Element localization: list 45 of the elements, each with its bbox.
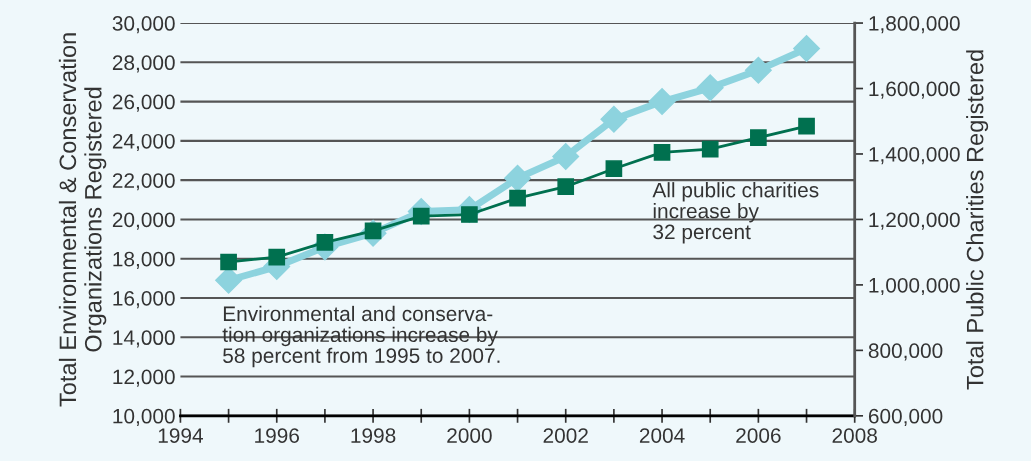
y2-tick-label: 1,800,000 xyxy=(869,16,960,34)
y-tick-label: 22,000 xyxy=(112,173,175,191)
point xyxy=(696,74,724,102)
point xyxy=(605,160,623,178)
y-tick-label: 28,000 xyxy=(112,55,175,73)
y-tick-label: 14,000 xyxy=(113,330,175,348)
point xyxy=(504,164,532,192)
y-tick-label: 26,000 xyxy=(112,94,175,112)
point xyxy=(744,56,772,84)
x-tick-label: 2008 xyxy=(832,428,877,443)
point xyxy=(750,129,767,146)
x-tick-label: 2006 xyxy=(736,428,781,443)
y2-tick-label: 600,000 xyxy=(868,408,943,427)
y-tick-label: 18,000 xyxy=(113,251,175,269)
y2-tick-label: 1,600,000 xyxy=(869,81,960,99)
y-axis-title: Total Environmental & Conservation Organizations Registered xyxy=(58,33,107,407)
point xyxy=(509,189,526,207)
y-tick-label: 30,000 xyxy=(112,16,175,34)
point xyxy=(220,253,237,271)
y-tick-label: 16,000 xyxy=(113,290,175,309)
x-tick-label: 1998 xyxy=(351,428,396,443)
y-tick-label: 20,000 xyxy=(112,212,175,230)
x-tick-label: 1994 xyxy=(158,428,203,443)
point xyxy=(557,178,575,196)
y2-tick-label: 1,200,000 xyxy=(869,212,960,230)
point xyxy=(793,35,820,63)
x-tick-label: 1996 xyxy=(255,428,300,443)
point xyxy=(701,140,719,158)
y2-tick-label: 1,400,000 xyxy=(869,146,960,165)
x-tick-label: 2000 xyxy=(447,428,492,443)
point xyxy=(798,117,815,135)
y-tick-label: 24,000 xyxy=(112,133,175,152)
y-tick-label: 12,000 xyxy=(113,369,175,387)
y2-tick-label: 1,000,000 xyxy=(869,277,960,296)
point xyxy=(268,248,286,266)
point xyxy=(648,88,676,116)
annotation: All public charities increase by 32 percent xyxy=(652,182,819,244)
point xyxy=(653,144,671,161)
x-tick-label: 2002 xyxy=(543,428,588,443)
y2-tick-label: 800,000 xyxy=(868,343,943,361)
y2-axis-title: Total Public Charities Registered xyxy=(966,50,989,390)
x-tick-label: 2004 xyxy=(639,428,685,443)
y-tick-label: 10,000 xyxy=(113,408,175,427)
point xyxy=(552,143,580,171)
point xyxy=(600,105,628,133)
